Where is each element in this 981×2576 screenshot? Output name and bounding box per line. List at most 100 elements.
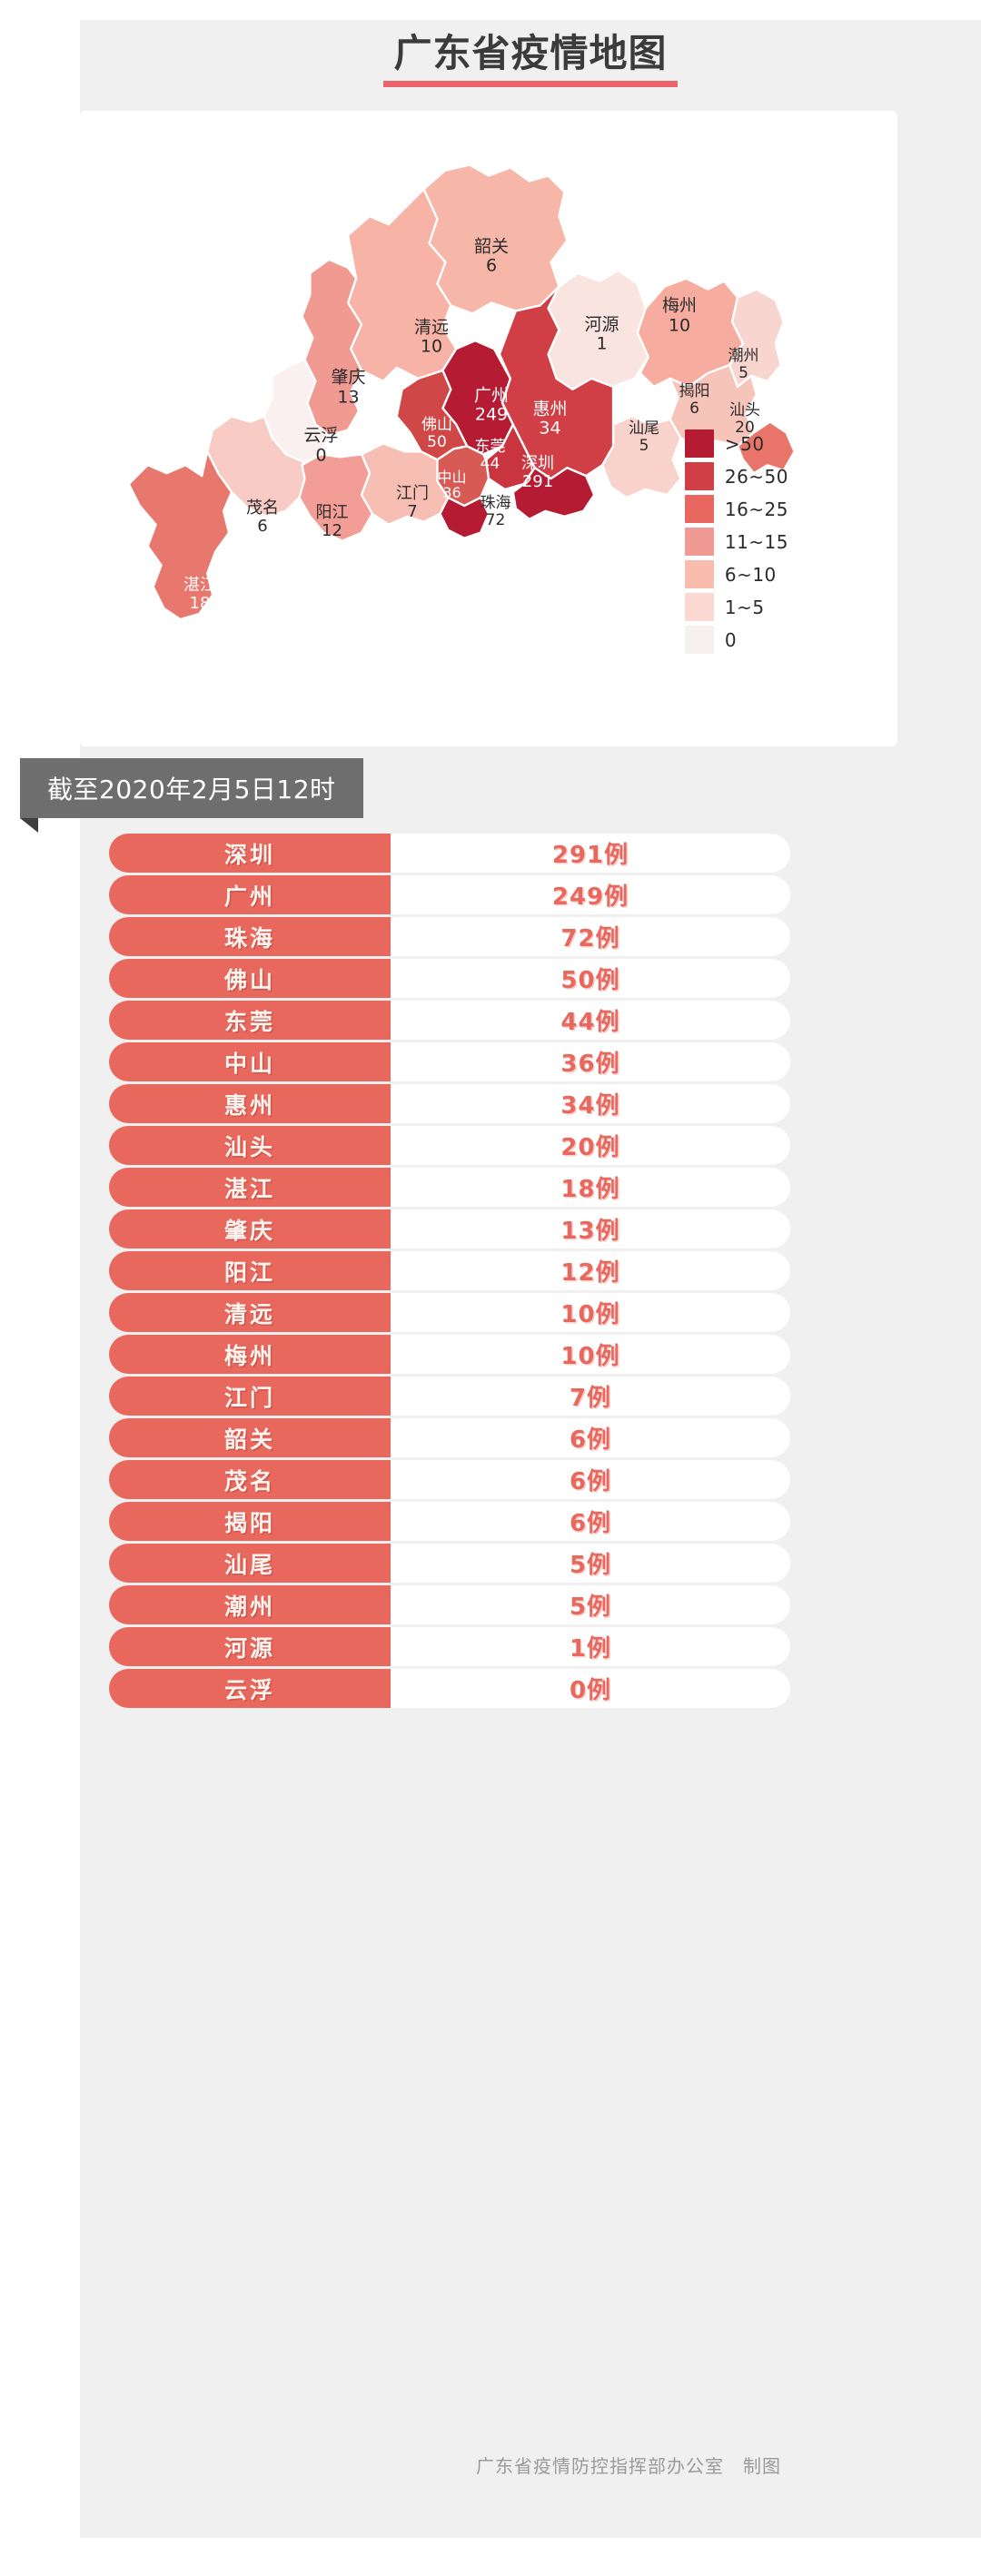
map-region-7[interactable] xyxy=(600,415,682,499)
list-item-count: 44例 xyxy=(391,1001,790,1040)
legend-swatch xyxy=(684,429,714,458)
legend-label: 0 xyxy=(724,628,738,651)
list-item-city: 韶关 xyxy=(109,1418,391,1457)
map-region-2[interactable] xyxy=(547,269,649,390)
legend-item-6: 0 xyxy=(684,625,788,655)
list-item[interactable]: 揭阳 6例 xyxy=(109,1502,790,1541)
guangdong-choropleth-map xyxy=(127,163,796,621)
list-item-count: 20例 xyxy=(391,1126,790,1165)
list-item-city: 揭阳 xyxy=(109,1502,391,1541)
list-item-city: 湛江 xyxy=(109,1168,391,1207)
list-item[interactable]: 湛江 18例 xyxy=(109,1168,790,1207)
banner-fold-shadow xyxy=(20,818,38,833)
map-region-18[interactable] xyxy=(298,453,374,542)
list-item-count: 36例 xyxy=(391,1042,790,1081)
legend-swatch xyxy=(684,495,714,523)
list-item[interactable]: 汕尾 5例 xyxy=(109,1544,790,1583)
date-banner-label: 截至2020年2月5日12时 xyxy=(47,775,336,804)
legend-label: 16~25 xyxy=(724,498,788,520)
list-item-city: 珠海 xyxy=(109,917,391,956)
legend-item-2: 16~25 xyxy=(684,494,788,524)
list-item-count: 10例 xyxy=(391,1293,790,1332)
list-item-city: 汕头 xyxy=(109,1126,391,1165)
list-item-city: 茂名 xyxy=(109,1460,391,1499)
list-item-city: 江门 xyxy=(109,1377,391,1416)
list-item[interactable]: 深圳 291例 xyxy=(109,834,790,873)
page-title: 广东省疫情地图 xyxy=(80,20,981,102)
list-item-city: 广州 xyxy=(109,875,391,914)
legend-swatch xyxy=(684,528,714,556)
list-item[interactable]: 云浮 0例 xyxy=(109,1669,790,1708)
list-item-city: 佛山 xyxy=(109,959,391,998)
list-item[interactable]: 清远 10例 xyxy=(109,1293,790,1332)
list-item-count: 249例 xyxy=(391,875,790,914)
list-item-count: 13例 xyxy=(391,1209,790,1249)
map-region-6[interactable] xyxy=(736,420,796,475)
map-region-4[interactable] xyxy=(728,288,785,389)
list-item-city: 梅州 xyxy=(109,1335,391,1374)
list-item-city: 中山 xyxy=(109,1042,391,1081)
list-item-count: 72例 xyxy=(391,917,790,956)
map-region-20[interactable] xyxy=(127,450,233,621)
list-item[interactable]: 广州 249例 xyxy=(109,875,790,914)
list-item-count: 291例 xyxy=(391,834,790,873)
bottom-margin xyxy=(0,2538,981,2576)
list-item-count: 5例 xyxy=(391,1585,790,1624)
legend-item-1: 26~50 xyxy=(684,461,788,491)
list-item-count: 0例 xyxy=(391,1669,790,1708)
legend-label: >50 xyxy=(724,432,765,455)
legend-label: 1~5 xyxy=(724,596,765,618)
list-item-city: 汕尾 xyxy=(109,1544,391,1583)
list-item[interactable]: 惠州 34例 xyxy=(109,1084,790,1123)
legend-label: 6~10 xyxy=(724,563,777,586)
legend-item-4: 6~10 xyxy=(684,559,788,589)
list-item-count: 5例 xyxy=(391,1544,790,1583)
list-item[interactable]: 江门 7例 xyxy=(109,1377,790,1416)
list-item-count: 18例 xyxy=(391,1168,790,1207)
list-item[interactable]: 河源 1例 xyxy=(109,1627,790,1666)
list-item[interactable]: 中山 36例 xyxy=(109,1042,790,1081)
left-margin xyxy=(0,0,80,2576)
list-item[interactable]: 潮州 5例 xyxy=(109,1585,790,1624)
list-item-city: 潮州 xyxy=(109,1585,391,1624)
legend-swatch xyxy=(684,462,714,490)
list-item[interactable]: 珠海 72例 xyxy=(109,917,790,956)
map-region-11[interactable] xyxy=(511,467,596,520)
list-item-city: 阳江 xyxy=(109,1251,391,1290)
map-region-0[interactable] xyxy=(422,163,569,315)
list-item[interactable]: 阳江 12例 xyxy=(109,1251,790,1290)
list-item-count: 6例 xyxy=(391,1460,790,1499)
list-item-city: 河源 xyxy=(109,1627,391,1666)
list-item-city: 深圳 xyxy=(109,834,391,873)
list-item[interactable]: 佛山 50例 xyxy=(109,959,790,998)
map-legend: >50 26~50 16~25 11~15 6~10 1~5 0 xyxy=(684,429,788,655)
list-item[interactable]: 东莞 44例 xyxy=(109,1001,790,1040)
map-region-14[interactable] xyxy=(395,369,469,461)
title-underline xyxy=(383,81,678,87)
legend-item-3: 11~15 xyxy=(684,527,788,557)
legend-swatch xyxy=(684,626,714,654)
list-item-city: 惠州 xyxy=(109,1084,391,1123)
list-item[interactable]: 韶关 6例 xyxy=(109,1418,790,1457)
list-item-count: 12例 xyxy=(391,1251,790,1290)
legend-swatch xyxy=(684,560,714,588)
list-item-count: 6例 xyxy=(391,1502,790,1541)
list-item-city: 东莞 xyxy=(109,1001,391,1040)
legend-item-5: 1~5 xyxy=(684,592,788,622)
page-title-text: 广东省疫情地图 xyxy=(393,31,668,75)
list-item[interactable]: 梅州 10例 xyxy=(109,1335,790,1374)
list-item-city: 云浮 xyxy=(109,1669,391,1708)
list-item-city: 肇庆 xyxy=(109,1209,391,1249)
date-banner: 截至2020年2月5日12时 xyxy=(20,758,363,818)
list-item[interactable]: 肇庆 13例 xyxy=(109,1209,790,1249)
list-item[interactable]: 汕头 20例 xyxy=(109,1126,790,1165)
city-case-list: 深圳 291例 广州 249例 珠海 72例 佛山 50例 东莞 44例 中山 36例 惠州 34例 汕头 2… xyxy=(109,834,790,1708)
list-item[interactable]: 茂名 6例 xyxy=(109,1460,790,1499)
list-item-count: 6例 xyxy=(391,1418,790,1457)
legend-swatch xyxy=(684,593,714,621)
legend-item-0: >50 xyxy=(684,429,788,459)
map-region-16[interactable] xyxy=(301,258,363,437)
list-item-count: 34例 xyxy=(391,1084,790,1123)
map-card: 韶关 6 清远 10 河源 1 梅州 10 潮州 5 揭阳 6 汕头 20 汕尾 5 惠州 34 广州 249 东莞 44… xyxy=(80,111,897,746)
